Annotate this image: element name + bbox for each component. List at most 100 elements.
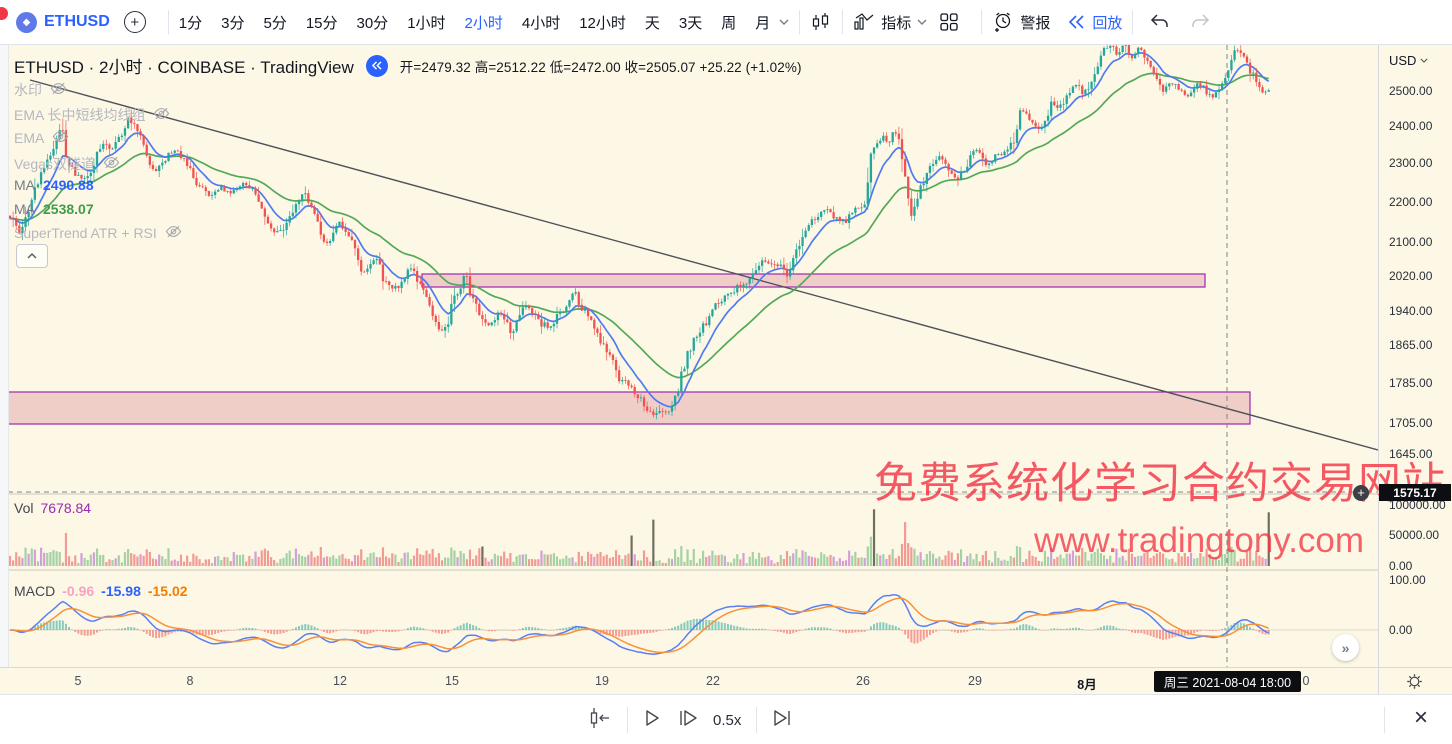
interval-button-1小时[interactable]: 1小时	[407, 14, 446, 32]
rewind-to-start-button[interactable]	[365, 54, 388, 77]
time-tick: 19	[595, 674, 609, 688]
candlestick-chart[interactable]	[8, 45, 1378, 667]
step-forward-button[interactable]	[676, 708, 698, 733]
chart-legend-header: ETHUSD · 2小时 · COINBASE · TradingView 开=…	[14, 53, 802, 78]
redo-icon[interactable]	[1189, 13, 1211, 31]
price-tick: 2100.00	[1389, 235, 1433, 250]
crosshair-time-badge: 周三 2021-08-04 18:00	[1154, 671, 1301, 692]
time-tick: 5	[74, 674, 82, 688]
volume-label: Vol	[14, 500, 34, 516]
close-replay-icon[interactable]: ×	[1413, 704, 1428, 731]
macd-signal-value: -15.02	[147, 583, 188, 599]
interval-button-1分[interactable]: 1分	[178, 14, 203, 32]
drawing-toolbar-strip[interactable]	[0, 45, 9, 667]
symbol-button[interactable]: ETHUSD	[44, 13, 110, 30]
macd-hist-value: -0.96	[62, 583, 95, 599]
jump-to-bar-icon[interactable]	[588, 707, 612, 734]
compare-add-button[interactable]: +	[123, 11, 146, 33]
interval-button-3天[interactable]: 3天	[678, 14, 703, 32]
legend-row-水印[interactable]: 水印	[14, 80, 67, 100]
interval-button-15分[interactable]: 15分	[305, 14, 338, 32]
chevron-down-icon[interactable]	[779, 19, 789, 25]
divider	[799, 10, 801, 34]
divider	[1132, 10, 1134, 34]
volume-tick: 50000.00	[1389, 528, 1440, 542]
legend-row-MA[interactable]: MA 2490.88	[14, 177, 94, 193]
hidden-eye-icon[interactable]	[50, 82, 67, 98]
speed-button[interactable]: 0.5x	[713, 711, 742, 729]
chevron-down-icon	[917, 19, 927, 25]
chevron-down-icon	[1420, 58, 1429, 63]
candle-style-icon[interactable]	[810, 11, 832, 33]
interval-button-4小时[interactable]: 4小时	[521, 14, 561, 32]
timezone-settings-icon[interactable]	[1406, 673, 1423, 695]
legend-row-EMA[interactable]: EMA	[14, 130, 69, 146]
skip-to-end-button[interactable]	[772, 708, 794, 733]
play-button[interactable]	[643, 708, 661, 733]
volume-value: 7678.84	[40, 500, 92, 516]
legend-row-Vegas双隧道[interactable]: Vegas双隧道	[14, 154, 120, 174]
interval-button-天[interactable]: 天	[644, 14, 660, 32]
replay-button[interactable]: 回放	[1068, 12, 1122, 33]
interval-button-12小时[interactable]: 12小时	[579, 14, 626, 32]
time-tick: 29	[968, 674, 982, 688]
interval-button-30分[interactable]: 30分	[356, 14, 389, 32]
undo-icon[interactable]	[1149, 13, 1171, 31]
divider	[167, 10, 169, 34]
add-order-plus-icon[interactable]: +	[1353, 485, 1369, 501]
time-tick: 0	[1302, 674, 1310, 688]
price-tick: 1865.00	[1389, 338, 1433, 353]
price-tick: 2300.00	[1389, 156, 1433, 171]
volume-tick: 100000.00	[1389, 498, 1446, 512]
divider	[842, 10, 844, 34]
currency-selector[interactable]: USD	[1389, 53, 1429, 68]
watermark-text: 免费系统化学习合约交易网站	[874, 460, 1446, 508]
alarm-clock-icon	[992, 11, 1014, 33]
ohlc-values: 开=2479.32 高=2512.22 低=2472.00 收=2505.07 …	[399, 59, 802, 75]
price-axis[interactable]: USD 2500.00 2400.00 2300.00 2200.00 2100.00 2…	[1378, 45, 1452, 667]
hidden-eye-icon[interactable]	[103, 156, 120, 172]
alert-label: 警报	[1020, 14, 1051, 32]
legend-row-MA[interactable]: MA 2538.07	[14, 201, 94, 217]
interval-button-5分[interactable]: 5分	[263, 14, 287, 32]
replay-toolbar: 0.5x ×	[0, 694, 1452, 744]
eth-logo-icon: ◆	[16, 11, 37, 33]
chart-area[interactable]: ETHUSD · 2小时 · COINBASE · TradingView 开=…	[0, 45, 1452, 667]
replay-controls: 0.5x	[588, 695, 794, 744]
divider	[1384, 707, 1385, 733]
macd-legend: MACD -0.96 -15.98 -15.02	[14, 583, 188, 599]
volume-tick: 0.00	[1389, 559, 1413, 573]
price-tick: 2500.00	[1389, 83, 1433, 98]
hidden-eye-icon[interactable]	[153, 107, 170, 123]
layout-grid-icon[interactable]	[939, 12, 959, 32]
currency-label: USD	[1389, 53, 1417, 68]
macd-label: MACD	[14, 583, 56, 599]
time-axis[interactable]: 周三 2021-08-04 18:00 5 8 12 15 19 22 26 29 8月 0	[0, 667, 1452, 695]
time-tick: 8	[186, 674, 194, 688]
macd-tick: 100.00	[1389, 573, 1426, 587]
interval-button-月[interactable]: 月	[755, 14, 771, 32]
indicators-icon	[853, 12, 875, 32]
interval-button-2小时[interactable]: 2小时	[464, 14, 503, 32]
legend-row-SuperTrend ATR + RSI[interactable]: SuperTrend ATR + RSI	[14, 225, 182, 241]
chart-title[interactable]: ETHUSD · 2小时 · COINBASE · TradingView	[14, 58, 354, 77]
legend-row-EMA 长中短线均线组[interactable]: EMA 长中短线均线组	[14, 105, 170, 125]
interval-button-周[interactable]: 周	[721, 14, 737, 32]
price-tick: 2200.00	[1389, 194, 1433, 209]
time-tick: 22	[706, 674, 720, 688]
alert-button[interactable]: 警报	[992, 11, 1050, 33]
time-tick: 12	[333, 674, 347, 688]
price-tick: 1940.00	[1389, 303, 1433, 318]
indicators-button[interactable]: 指标	[853, 12, 927, 33]
price-tick: 2020.00	[1389, 268, 1433, 283]
hidden-eye-icon[interactable]	[165, 225, 182, 241]
scroll-to-recent-button[interactable]: »	[1332, 634, 1359, 661]
hidden-eye-icon[interactable]	[52, 130, 69, 146]
interval-button-3分[interactable]: 3分	[221, 14, 245, 32]
price-tick: 1785.00	[1389, 376, 1433, 391]
divider	[627, 707, 628, 733]
legend-collapse-button[interactable]	[16, 244, 48, 268]
interval-switcher: 1分 3分 5分 15分 30分 1小时 2小时 4小时 12小时天 3天周月	[179, 12, 771, 33]
price-tick: 2400.00	[1389, 119, 1433, 134]
